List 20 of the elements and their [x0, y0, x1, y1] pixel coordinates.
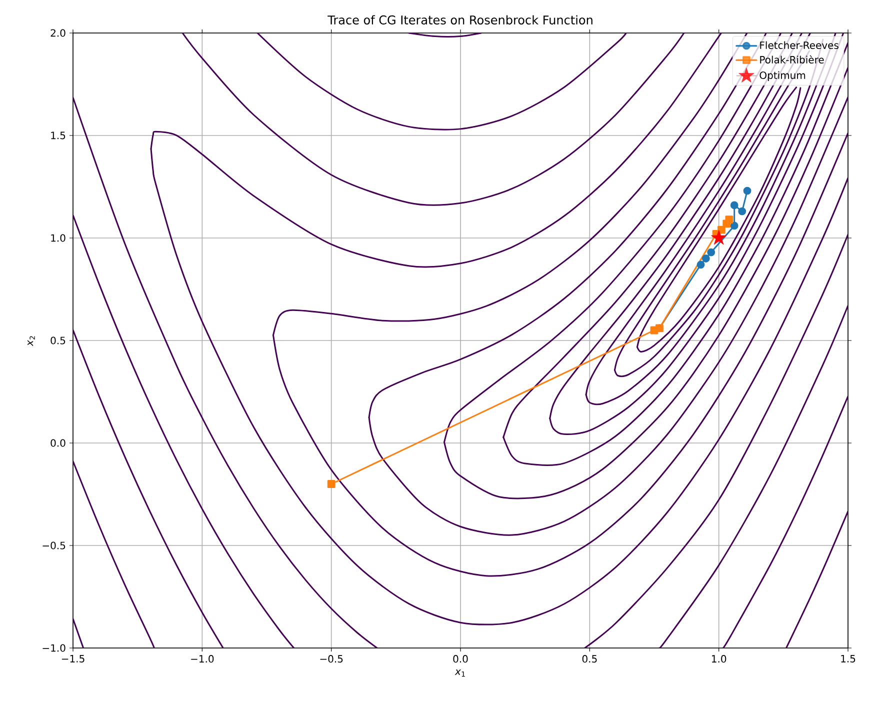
y-tick-label: 1.0: [51, 234, 66, 242]
y-axis-title: x$_{2}$: [28, 336, 35, 346]
x-tick-label: 1.5: [841, 655, 856, 662]
legend-label: Optimum: [760, 71, 806, 81]
x-tick-label: −1.0: [191, 655, 214, 663]
y-tick-label: 1.5: [51, 132, 66, 140]
x-tick-label: 0.5: [582, 655, 597, 663]
y-tick-label: 0.5: [50, 336, 66, 344]
x-tick-label: −1.5: [62, 655, 84, 662]
y-tick-label: 2.0: [50, 29, 66, 37]
x-tick-label: 0.0: [453, 655, 468, 663]
y-tick-label: −1.0: [42, 644, 66, 652]
x-axis-title: x$_{1}$: [454, 669, 465, 677]
y-tick-label: 0.0: [50, 439, 66, 447]
y-tick-label: −0.5: [42, 542, 66, 550]
legend-label: Polak-Ribière: [760, 55, 824, 64]
chart-title: Trace of CG Iterates on Rosenbrock Function: [328, 15, 592, 24]
x-tick-label: −0.5: [320, 655, 343, 663]
legend-label: Fletcher-Reeves: [760, 41, 838, 50]
x-tick-label: 1.0: [712, 655, 726, 663]
